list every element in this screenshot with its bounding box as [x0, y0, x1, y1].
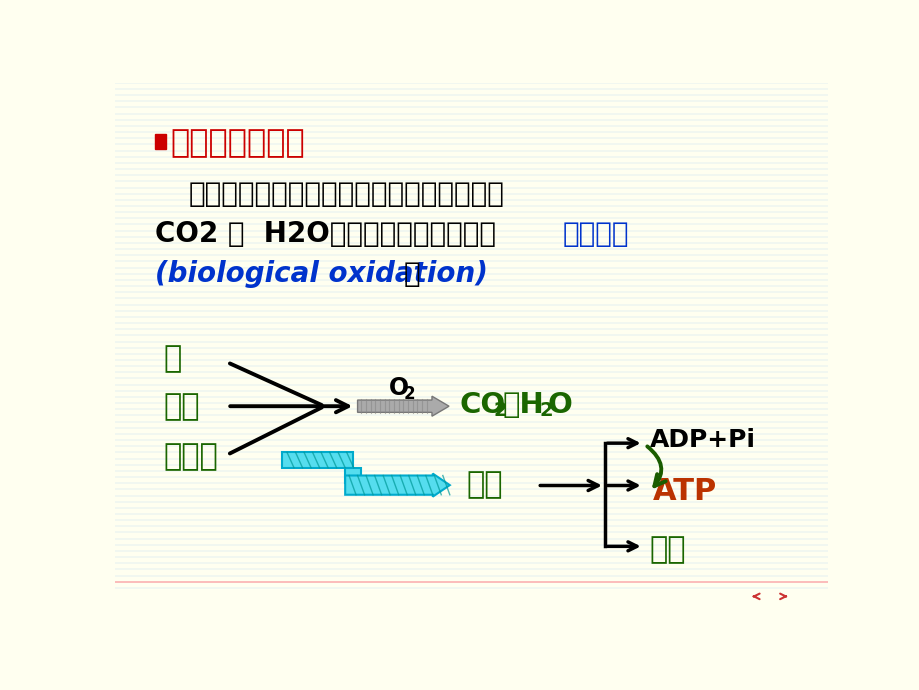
Bar: [155, 134, 166, 149]
FancyArrow shape: [345, 473, 449, 497]
Text: 2: 2: [403, 385, 414, 403]
Text: ATP: ATP: [652, 477, 716, 506]
Text: 生物氧化: 生物氧化: [562, 221, 628, 248]
Text: 能量: 能量: [466, 471, 502, 500]
Text: CO2 和  H2O，并释放能量的过程称: CO2 和 H2O，并释放能量的过程称: [155, 221, 495, 248]
Text: O: O: [547, 391, 572, 419]
Text: 营养物质在生物体内经氧化分解，最终生成: 营养物质在生物体内经氧化分解，最终生成: [188, 181, 504, 208]
Text: 蛋白质: 蛋白质: [163, 442, 218, 471]
Text: 和H: 和H: [502, 391, 544, 419]
Text: 2: 2: [494, 402, 507, 420]
Bar: [281, 453, 353, 468]
Text: ADP+Pi: ADP+Pi: [649, 428, 754, 452]
Text: O: O: [388, 377, 408, 400]
Bar: [345, 468, 360, 483]
FancyArrow shape: [357, 396, 448, 416]
Text: 生物氧化的概念: 生物氧化的概念: [171, 128, 305, 159]
Text: 脂肪: 脂肪: [163, 392, 199, 421]
Text: 2: 2: [539, 402, 552, 420]
Text: 。: 。: [403, 259, 419, 288]
Text: 热能: 热能: [649, 535, 686, 564]
Text: 糖: 糖: [163, 344, 181, 373]
Text: CO: CO: [460, 391, 505, 419]
Text: (biological oxidation): (biological oxidation): [155, 259, 488, 288]
